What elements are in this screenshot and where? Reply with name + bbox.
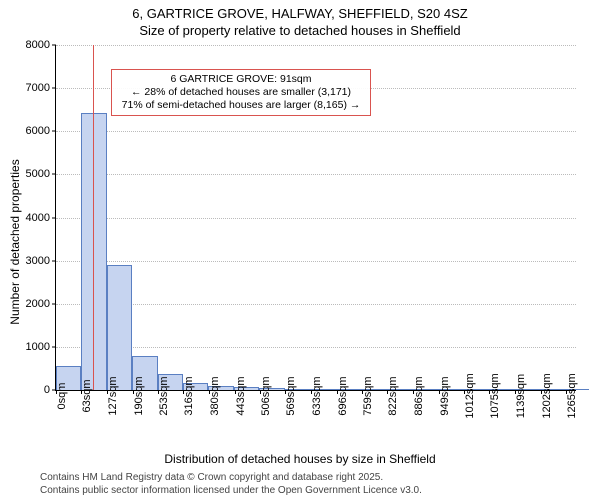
histogram-bar: [107, 265, 132, 390]
gridline-h: [56, 347, 576, 348]
xtick-label: 443sqm: [235, 376, 247, 415]
xtick-label: 0sqm: [56, 383, 68, 410]
footer-line2: Contains public sector information licen…: [40, 485, 422, 496]
xtick-label: 1075sqm: [489, 373, 501, 418]
xtick-label: 506sqm: [260, 376, 272, 415]
xtick-label: 63sqm: [81, 379, 93, 412]
ytick-mark: [52, 45, 56, 46]
ytick-mark: [52, 303, 56, 304]
gridline-h: [56, 261, 576, 262]
xtick-label: 190sqm: [133, 376, 145, 415]
gridline-h: [56, 218, 576, 219]
ytick-mark: [52, 217, 56, 218]
ytick-mark: [52, 260, 56, 261]
xtick-label: 569sqm: [285, 376, 297, 415]
annotation-line1: 6 GARTRICE GROVE: 91sqm: [118, 73, 364, 86]
ytick-label: 8000: [26, 39, 50, 51]
xtick-label: 633sqm: [311, 376, 323, 415]
ytick-label: 6000: [26, 125, 50, 137]
xtick-label: 696sqm: [337, 376, 349, 415]
x-axis-label: Distribution of detached houses by size …: [0, 452, 600, 466]
ytick-label: 3000: [26, 255, 50, 267]
xtick-label: 316sqm: [183, 376, 195, 415]
xtick-label: 949sqm: [439, 376, 451, 415]
ytick-label: 4000: [26, 212, 50, 224]
gridline-h: [56, 174, 576, 175]
ytick-label: 1000: [26, 341, 50, 353]
annotation-line3: 71% of semi-detached houses are larger (…: [118, 99, 364, 112]
xtick-label: 822sqm: [387, 376, 399, 415]
xtick-label: 759sqm: [362, 376, 374, 415]
annotation-line2: ← 28% of detached houses are smaller (3,…: [118, 86, 364, 99]
ytick-mark: [52, 346, 56, 347]
xtick-label: 1265sqm: [566, 373, 578, 418]
gridline-h: [56, 45, 576, 46]
xtick-label: 1139sqm: [515, 374, 527, 418]
annotation-box: 6 GARTRICE GROVE: 91sqm← 28% of detached…: [111, 69, 371, 116]
gridline-h: [56, 304, 576, 305]
xtick-label: 1202sqm: [541, 373, 553, 418]
ytick-label: 0: [44, 384, 50, 396]
xtick-label: 253sqm: [158, 376, 170, 415]
xtick-label: 127sqm: [107, 376, 119, 415]
plot-area: 0100020003000400050006000700080000sqm63s…: [55, 45, 576, 391]
marker-line: [93, 45, 94, 390]
histogram-bar: [81, 113, 106, 390]
ytick-label: 7000: [26, 82, 50, 94]
title-line1: 6, GARTRICE GROVE, HALFWAY, SHEFFIELD, S…: [0, 6, 600, 21]
ytick-mark: [52, 174, 56, 175]
ytick-label: 5000: [26, 168, 50, 180]
ytick-label: 2000: [26, 298, 50, 310]
xtick-label: 380sqm: [209, 376, 221, 415]
xtick-label: 886sqm: [413, 376, 425, 415]
y-axis-label: Number of detached properties: [8, 132, 22, 352]
xtick-label: 1012sqm: [464, 373, 476, 418]
gridline-h: [56, 131, 576, 132]
footer-line1: Contains HM Land Registry data © Crown c…: [40, 472, 383, 483]
title-line2: Size of property relative to detached ho…: [0, 23, 600, 38]
ytick-mark: [52, 88, 56, 89]
ytick-mark: [52, 131, 56, 132]
